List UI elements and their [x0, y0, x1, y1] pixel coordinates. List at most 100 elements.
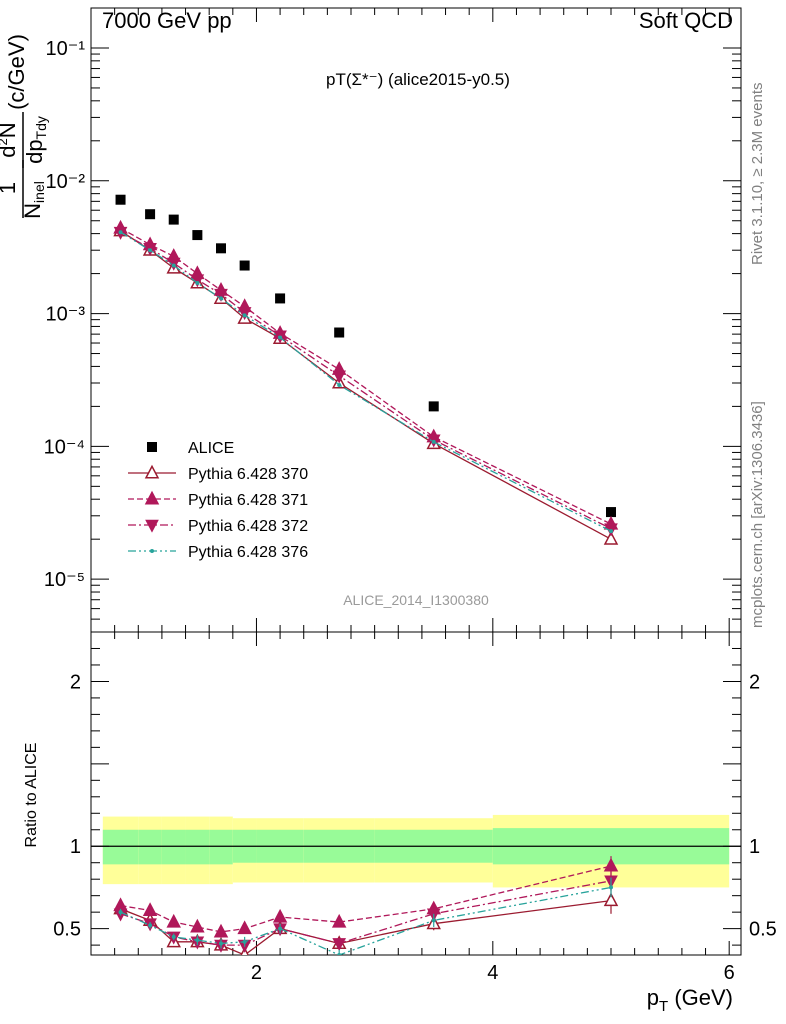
py371-ratio-point — [603, 857, 619, 872]
py376-ratio-point — [278, 926, 283, 931]
legend-label-py376: Pythia 6.428 376 — [188, 544, 308, 561]
py371-ratio-point — [213, 923, 229, 938]
data-main-point — [115, 194, 126, 205]
py376-ratio-point — [118, 910, 123, 915]
py371-ratio-point — [190, 918, 205, 933]
header-left: 7000 GeV pp — [102, 8, 232, 33]
py371-ratio-line — [120, 865, 612, 933]
legend-label-py372: Pythia 6.428 372 — [188, 518, 308, 535]
data-main-point — [606, 507, 616, 518]
data-main-point — [239, 260, 250, 271]
data-main-point — [334, 327, 345, 338]
py372-main-point — [214, 288, 228, 302]
ratio-y-tick-label-right: 1 — [749, 836, 760, 858]
py376-main-point — [431, 439, 436, 444]
py370-main-point — [603, 530, 619, 545]
x-tick-label: 6 — [724, 962, 735, 984]
py372-main-line — [120, 231, 612, 530]
ratio-y-tick-label-right: 2 — [749, 671, 760, 693]
svg-text:1: 1 — [0, 182, 20, 194]
py376-ratio-point — [171, 934, 176, 939]
py376-main-point — [242, 313, 247, 318]
legend-py371-point — [144, 490, 160, 505]
main-frame — [90, 7, 742, 633]
py371-ratio-point — [331, 913, 347, 928]
ratio-uncertainty-bands — [91, 814, 741, 888]
band-inner-segment — [185, 829, 210, 865]
legend-label-data: ALICE — [188, 440, 234, 457]
header-right: Soft QCD — [639, 8, 733, 33]
x-tick-label: 4 — [487, 962, 498, 984]
ratio-y-axis-title: Ratio to ALICE — [23, 743, 40, 848]
ratio-y-tick-label: 0.5 — [53, 919, 81, 941]
py376-ratio-point — [609, 885, 613, 890]
py376-ratio-point — [337, 953, 342, 955]
main-y-tick-label: 10⁻⁴ — [44, 436, 85, 458]
legend-py372-point — [145, 519, 159, 533]
data-main-point — [192, 230, 203, 241]
main-y-tick-label: 10⁻² — [46, 171, 86, 193]
legend-label-py371: Pythia 6.428 371 — [188, 492, 308, 509]
py376-ratio-point — [431, 918, 436, 923]
ratio-y-tick-label-right: 0.5 — [749, 919, 777, 941]
py376-main-point — [171, 263, 176, 268]
main-y-tick-label: 10⁻³ — [46, 304, 86, 326]
main-y-tick-label: 10⁻⁵ — [44, 569, 85, 591]
watermark: ALICE_2014_I1300380 — [343, 592, 489, 608]
py376-ratio-point — [242, 939, 247, 944]
py376-ratio-point — [219, 941, 223, 946]
band-inner-segment — [102, 829, 139, 865]
ratio-series-group — [113, 856, 619, 955]
py376-ratio-point — [148, 923, 153, 928]
main-y-axis-title: 1 Ninel d2N dpTdy (c/GeV) — [0, 34, 49, 219]
band-inner-segment — [138, 829, 162, 865]
py372-main-point — [332, 370, 347, 384]
py376-main-point — [337, 382, 342, 387]
py372-ratio-line — [120, 880, 612, 946]
py370-ratio-point — [603, 892, 619, 907]
data-main-point — [145, 209, 156, 220]
py376-main-point — [118, 230, 123, 235]
py376-main-point — [609, 529, 613, 534]
ratio-frame — [90, 631, 742, 956]
svg-text:Ninel: Ninel — [20, 181, 47, 219]
py372-ratio-point — [332, 938, 347, 952]
legend: ALICE Pythia 6.428 370 Pythia 6.428 371 Pyt… — [128, 440, 308, 561]
py371-ratio-point — [166, 913, 181, 928]
py376-ratio-point — [195, 938, 200, 943]
band-inner-segment — [209, 829, 233, 865]
py376-main-point — [195, 280, 200, 285]
legend-label-py370: Pythia 6.428 370 — [188, 466, 308, 483]
svg-text:(c/GeV): (c/GeV) — [4, 34, 29, 110]
py371-ratio-point — [237, 920, 252, 935]
py371-main-line — [120, 227, 612, 525]
x-tick-label: 2 — [251, 962, 262, 984]
data-main-point — [275, 293, 286, 304]
py376-main-line — [120, 231, 612, 532]
py376-main-point — [148, 248, 153, 253]
py371-ratio-point — [272, 908, 288, 923]
legend-py376-point — [150, 549, 154, 553]
py376-main-point — [278, 335, 283, 340]
ratio-y-tick-label: 1 — [70, 836, 81, 858]
py376-main-point — [219, 296, 223, 301]
svg-text:d2N: d2N — [0, 122, 20, 157]
py376-ratio-line — [120, 886, 612, 955]
ratio-y-tick-label: 2 — [70, 671, 81, 693]
data-main-point — [428, 401, 439, 412]
axes: 10⁻⁵ 10⁻⁴ 10⁻³ 10⁻² 10⁻¹ 0.5 0.5 1 1 2 2 2 4 6 — [44, 7, 777, 984]
main-y-tick-label: 10⁻¹ — [46, 38, 86, 60]
band-inner-segment — [161, 829, 186, 865]
svg-text:dpTdy: dpTdy — [22, 116, 49, 164]
x-axis-title: pT (GeV) — [647, 985, 733, 1015]
data-main-point — [216, 243, 226, 254]
py371-ratio-point — [142, 902, 158, 917]
rivet-label: Rivet 3.1.10, ≥ 2.3M events — [749, 83, 766, 266]
plot-title: pT(Σ*⁻) (alice2015-y0.5) — [326, 70, 510, 89]
site-label: mcplots.cern.ch [arXiv:1306.3436] — [749, 401, 766, 628]
legend-data-point — [147, 442, 157, 452]
legend-py370-point — [144, 464, 160, 479]
main-series-group — [113, 194, 619, 545]
data-main-point — [168, 214, 179, 225]
